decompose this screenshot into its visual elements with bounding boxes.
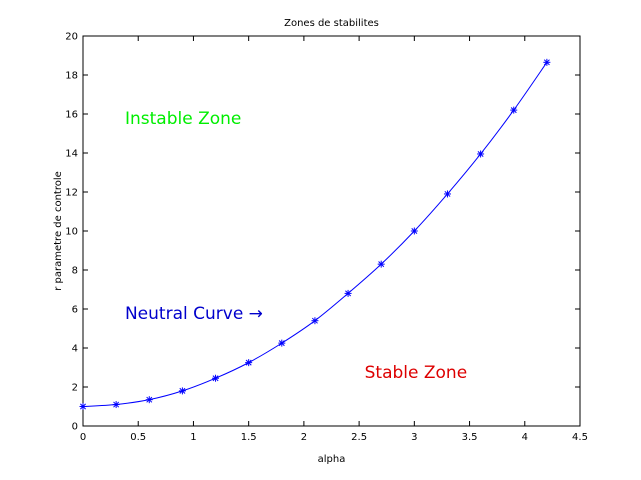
data-point	[311, 317, 319, 325]
data-point	[410, 227, 418, 235]
data-point	[178, 387, 186, 395]
data-point	[245, 359, 253, 367]
y-axis-ticks: 0 2 4 6 8 10 12 14 16 18 20	[65, 32, 580, 433]
y-axis-label: r parametre de controle	[53, 171, 64, 291]
y-tick-label: 16	[65, 110, 78, 121]
x-axis-ticks: 0 0.5 1 1.5 2 2.5 3 3.5 4 4.5	[80, 36, 588, 443]
x-tick-label: 0.5	[130, 432, 146, 443]
x-tick-label: 4	[522, 432, 528, 443]
y-tick-label: 20	[65, 32, 78, 43]
plot-area	[82, 35, 581, 427]
y-tick-label: 2	[72, 383, 78, 394]
data-point	[543, 58, 551, 66]
y-tick-label: 14	[65, 149, 78, 160]
data-point	[344, 289, 352, 297]
series-layer	[79, 58, 551, 410]
data-point	[377, 260, 385, 268]
data-point	[112, 401, 120, 409]
annotation-instable-zone: Instable Zone	[125, 109, 241, 129]
chart-title: Zones de stabilites	[284, 18, 379, 29]
data-point	[79, 403, 87, 410]
y-tick-label: 0	[72, 422, 78, 433]
annotation-stable-zone: Stable Zone	[365, 363, 468, 383]
y-tick-label: 18	[65, 71, 78, 82]
y-tick-label: 4	[72, 344, 78, 355]
annotation-neutral-curve: Neutral Curve →	[125, 304, 263, 324]
y-tick-label: 12	[65, 188, 78, 199]
x-tick-label: 2.5	[351, 432, 367, 443]
x-tick-label: 1.5	[241, 432, 257, 443]
x-tick-label: 2	[301, 432, 307, 443]
x-tick-label: 3	[411, 432, 417, 443]
y-tick-label: 6	[72, 305, 78, 316]
data-point	[510, 106, 518, 114]
annotations-layer: Instable Zone Neutral Curve → Stable Zone	[125, 109, 467, 383]
x-tick-label: 4.5	[572, 432, 588, 443]
x-tick-label: 0	[80, 432, 86, 443]
data-point	[477, 150, 485, 158]
data-point	[278, 339, 286, 347]
x-axis-label: alpha	[318, 454, 346, 465]
y-tick-label: 10	[65, 227, 78, 238]
x-tick-label: 1	[190, 432, 196, 443]
data-point	[145, 396, 153, 404]
data-point	[212, 374, 220, 382]
x-tick-label: 3.5	[462, 432, 478, 443]
data-point	[443, 190, 451, 198]
y-tick-label: 8	[72, 266, 78, 277]
